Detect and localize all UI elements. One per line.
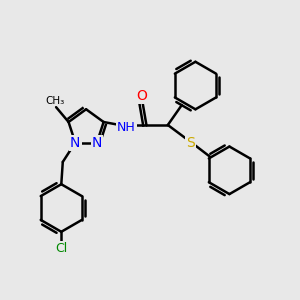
Text: S: S: [186, 136, 195, 150]
Text: N: N: [92, 136, 102, 150]
Text: CH₃: CH₃: [46, 96, 65, 106]
Text: O: O: [136, 89, 147, 103]
Text: NH: NH: [117, 121, 136, 134]
Text: N: N: [70, 136, 80, 150]
Text: Cl: Cl: [55, 242, 68, 255]
